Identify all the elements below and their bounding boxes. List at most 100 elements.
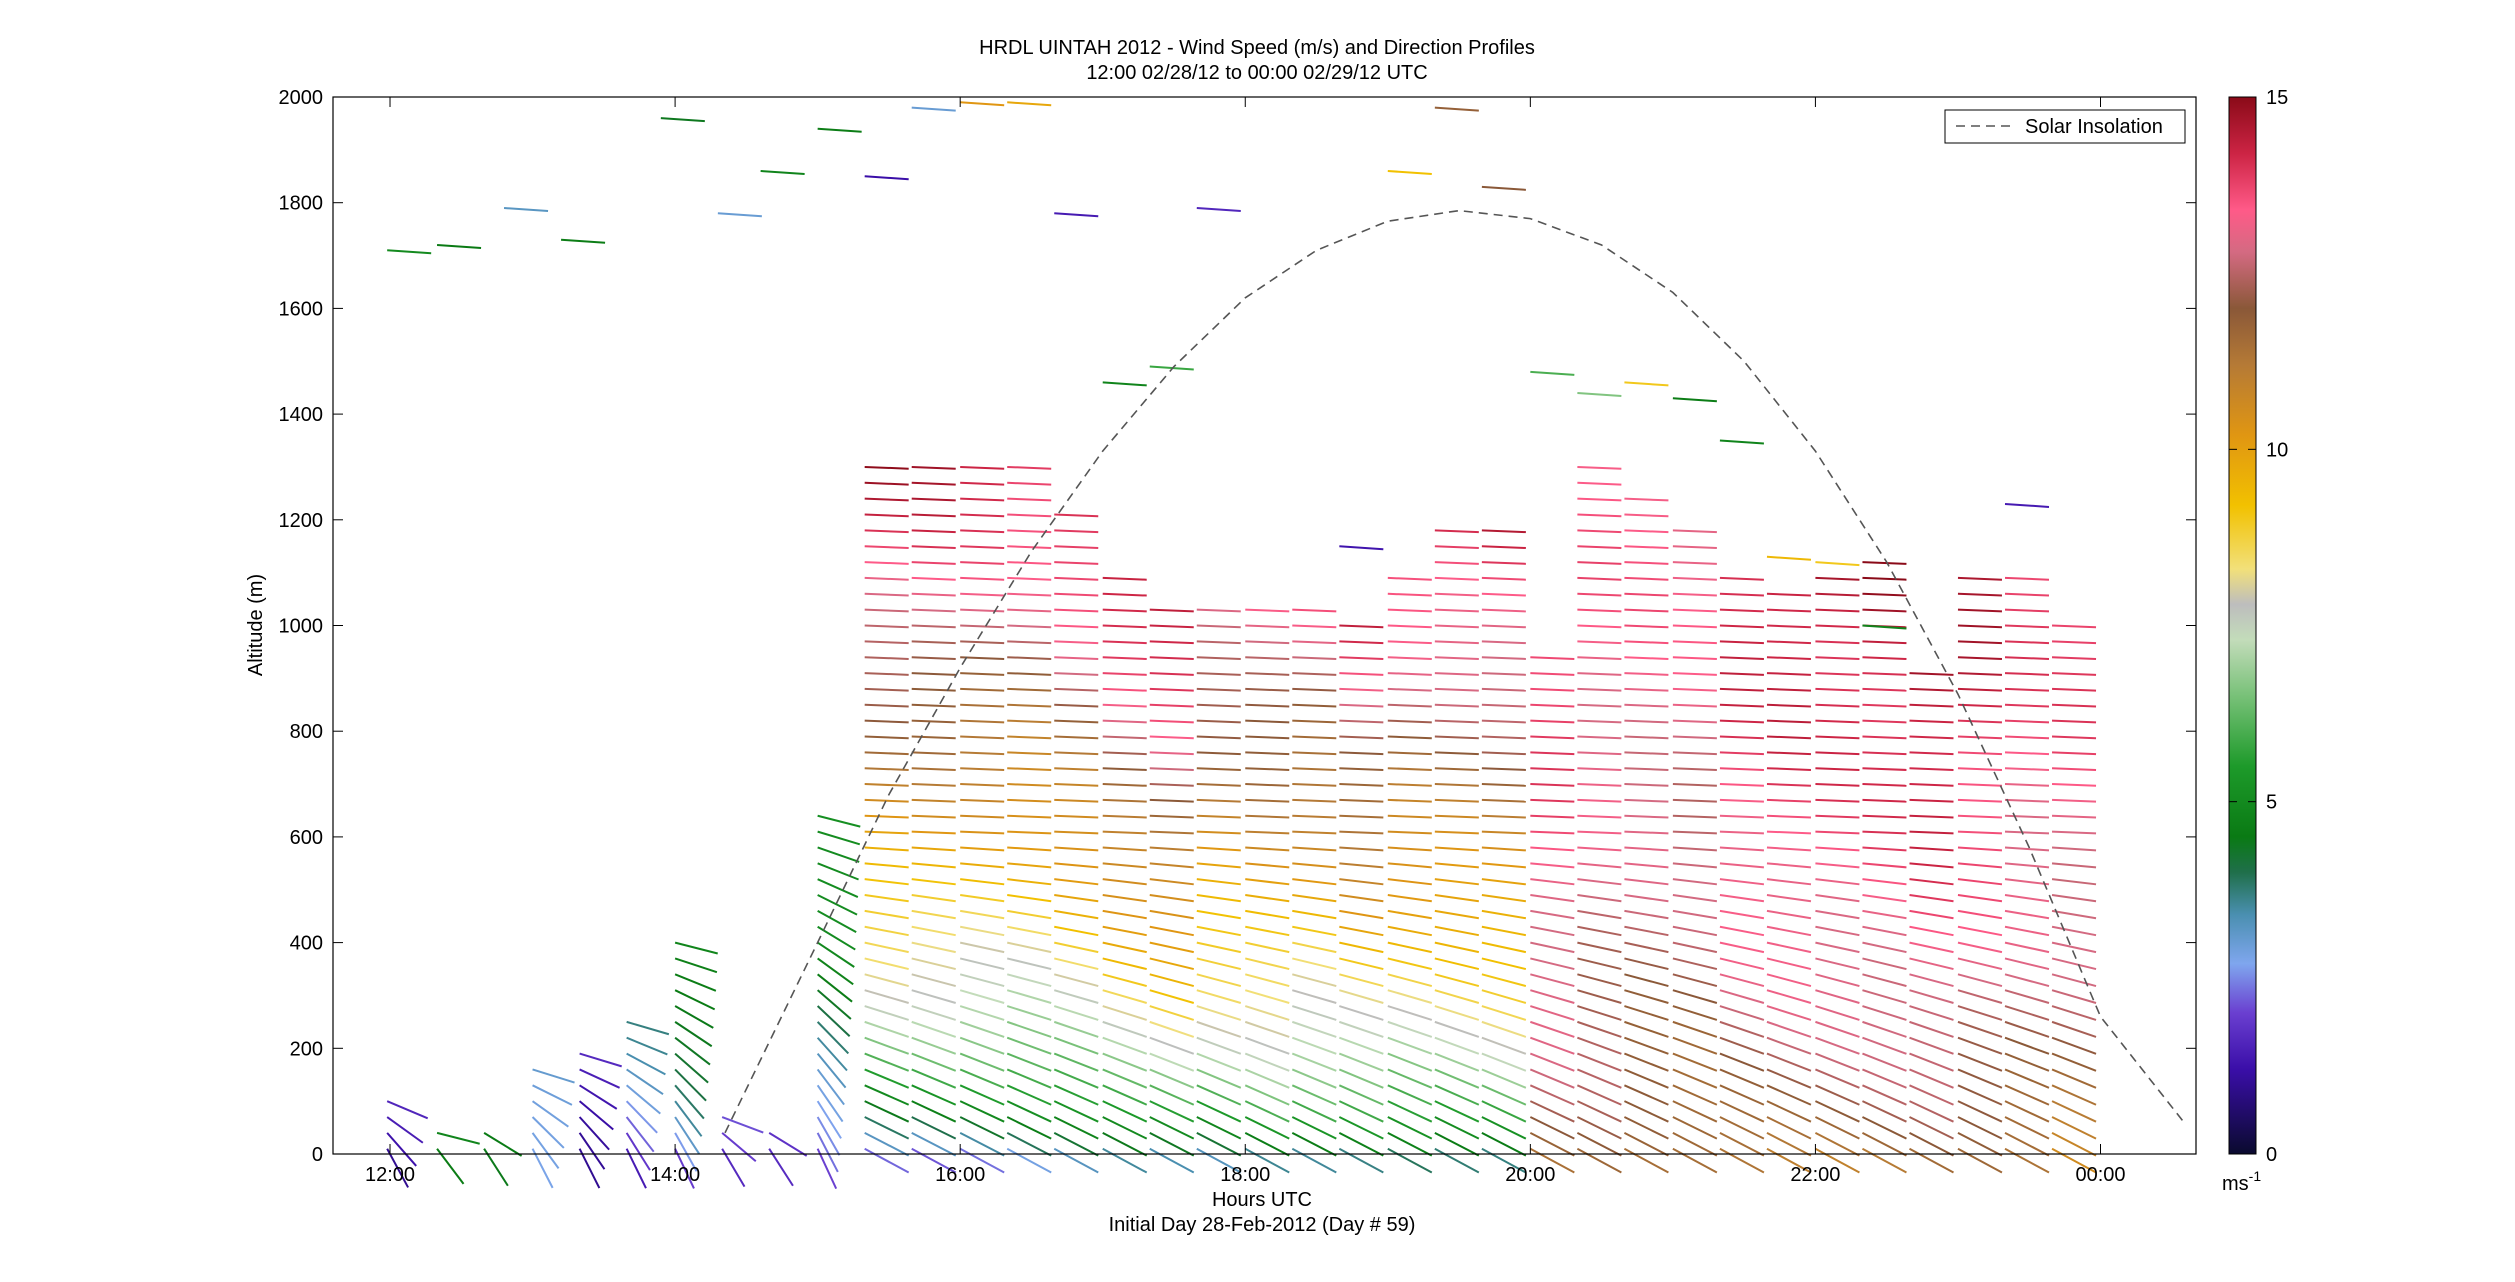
wind-barb	[1102, 1068, 1148, 1089]
wind-barb	[911, 798, 956, 803]
wind-barb	[1149, 830, 1194, 835]
wind-barb	[1862, 957, 1907, 971]
wind-barb	[1957, 1005, 2003, 1021]
wind-barb	[2051, 957, 2097, 971]
wind-barb	[816, 1148, 838, 1190]
wind-barb	[1481, 592, 1526, 597]
y-tick-label: 1400	[279, 404, 324, 426]
wind-barb	[911, 989, 956, 1004]
wind-barb	[1624, 814, 1669, 819]
wind-barb	[1624, 529, 1669, 534]
wind-barb	[1862, 576, 1907, 581]
wind-barb	[1815, 751, 1860, 756]
wind-barb	[1862, 640, 1907, 645]
wind-barb	[2051, 1100, 2097, 1123]
wind-barb	[1719, 1068, 1765, 1089]
wind-barb	[2051, 973, 2097, 988]
wind-barb	[483, 1132, 523, 1157]
wind-barb	[1054, 751, 1099, 756]
wind-barb	[1577, 846, 1622, 852]
wind-barb	[1672, 989, 1718, 1004]
wind-barb	[1766, 687, 1811, 692]
wind-barb	[1481, 767, 1526, 771]
wind-barb	[386, 1148, 409, 1188]
wind-barb	[1196, 640, 1241, 645]
wind-barb	[1957, 592, 2002, 597]
wind-barb	[1292, 640, 1337, 645]
wind-barb	[911, 1036, 957, 1055]
wind-barb	[1672, 862, 1717, 869]
wind-barb	[1149, 973, 1195, 988]
wind-barb	[1862, 894, 1907, 903]
wind-barb	[532, 1084, 573, 1106]
wind-barb	[1576, 1147, 1622, 1174]
wind-barb	[816, 1037, 848, 1072]
wind-barb	[1909, 783, 1954, 787]
wind-barb	[1577, 1005, 1622, 1021]
wind-barb	[1530, 957, 1575, 971]
wind-barb	[1006, 1100, 1052, 1123]
wind-barb	[1434, 672, 1479, 676]
wind-barb	[1530, 878, 1575, 886]
wind-barb	[2051, 1020, 2097, 1038]
wind-barb	[817, 894, 858, 916]
wind-barb	[864, 957, 909, 971]
wind-barb	[1481, 989, 1527, 1004]
wind-barb	[1481, 862, 1526, 869]
wind-barb	[1007, 862, 1052, 869]
wind-barb	[1196, 703, 1241, 708]
wind-profile	[768, 1132, 808, 1187]
wind-barb	[578, 1132, 606, 1170]
wind-barb	[1719, 1131, 1765, 1157]
wind-barb	[1766, 1131, 1812, 1157]
wind-barb	[1672, 561, 1717, 565]
wind-barb	[1481, 957, 1527, 971]
wind-barb	[1339, 640, 1384, 645]
wind-barb	[1862, 798, 1907, 803]
wind-barb	[1196, 1005, 1242, 1021]
wind-barb	[760, 169, 805, 175]
wind-barb	[1196, 735, 1241, 740]
wind-barb	[1339, 767, 1384, 771]
wind-barb	[1291, 1036, 1337, 1055]
wind-barb	[1577, 703, 1622, 708]
wind-barb	[1909, 1147, 1954, 1174]
wind-barb	[1481, 735, 1526, 740]
wind-barb	[1529, 1116, 1575, 1140]
x-tick-label: 20:00	[1505, 1164, 1555, 1186]
wind-barb	[1387, 767, 1432, 771]
y-tick-label: 0	[312, 1144, 323, 1166]
wind-barb	[1672, 397, 1717, 403]
colorbar-tick-label: 5	[2266, 792, 2277, 814]
wind-barb	[1149, 656, 1194, 660]
wind-barb	[1862, 862, 1907, 869]
wind-barb	[1387, 989, 1433, 1004]
wind-barb	[1719, 783, 1764, 787]
wind-barb	[864, 608, 909, 613]
wind-barb	[1149, 751, 1194, 756]
wind-barb	[1149, 687, 1194, 692]
wind-barb	[579, 1052, 622, 1068]
wind-barb	[1054, 798, 1099, 803]
wind-barb	[674, 1021, 713, 1048]
wind-barb	[1245, 719, 1290, 724]
wind-barb	[1577, 391, 1622, 397]
wind-barb	[1292, 909, 1337, 920]
wind-barb	[1672, 545, 1717, 549]
wind-barb	[911, 1005, 957, 1021]
wind-barb	[1245, 735, 1290, 740]
wind-barb	[1102, 608, 1147, 613]
wind-barb	[1149, 624, 1194, 629]
wind-barb	[1102, 783, 1147, 787]
wind-barb	[1339, 989, 1384, 1004]
wind-barbs-layer	[386, 465, 2097, 1190]
wind-profile	[864, 465, 910, 1174]
wind-barb	[1577, 545, 1622, 549]
wind-barb	[1766, 767, 1811, 771]
wind-barb	[1957, 846, 2003, 852]
wind-profile	[625, 1020, 670, 1189]
wind-barb	[1434, 909, 1479, 920]
wind-barb	[1481, 1147, 1527, 1174]
wind-barb	[1481, 576, 1526, 581]
wind-barb	[817, 846, 860, 863]
